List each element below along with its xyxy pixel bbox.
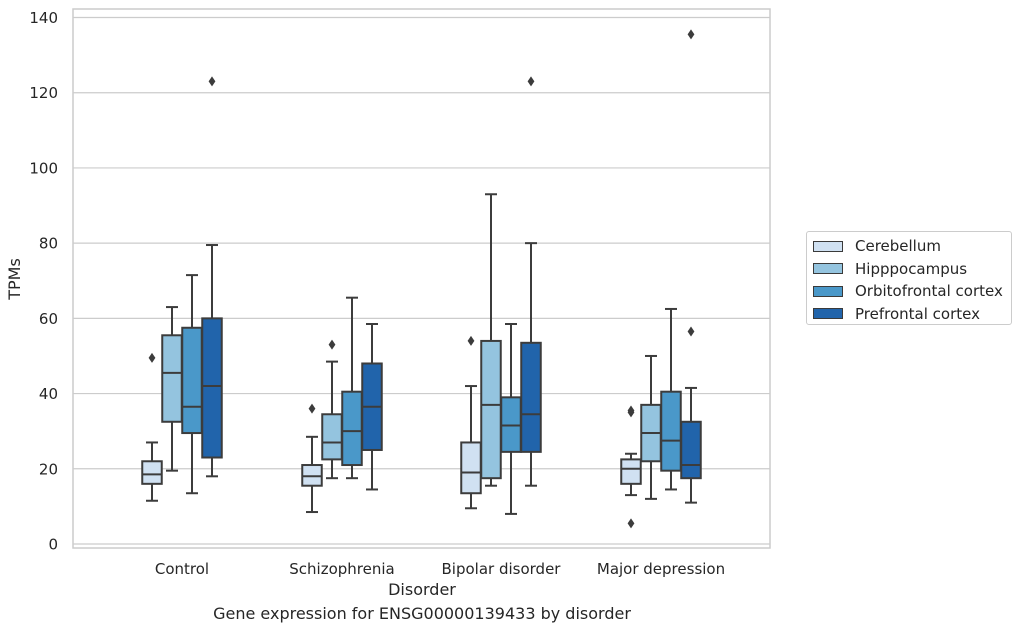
iqr-box: [620, 458, 642, 485]
legend-item-cerebellum: Cerebellum: [813, 235, 1005, 258]
box-plot-box: [161, 306, 183, 472]
legend: Cerebellum Hipppocampus Orbitofrontal co…: [806, 231, 1012, 325]
outlier-marker: [687, 326, 695, 337]
legend-swatch: [813, 240, 843, 252]
outlier-marker: [328, 339, 336, 350]
box-plot-box: [181, 274, 203, 495]
y-tick-label: 100: [29, 159, 58, 177]
y-tick-label: 60: [39, 310, 58, 328]
legend-item-hippocampus: Hipppocampus: [813, 258, 1005, 281]
box-plot-box: [141, 352, 163, 502]
box-plot-box: [301, 403, 323, 514]
box-plot-box: [201, 76, 223, 478]
legend-swatch: [813, 285, 843, 297]
chart-caption: Gene expression for ENSG00000139433 by d…: [213, 604, 631, 623]
box-plot-box: [660, 307, 682, 491]
x-tick-label: Schizophrenia: [289, 560, 394, 578]
y-tick-label: 120: [29, 84, 58, 102]
box-plot-series: [141, 29, 702, 529]
legend-label: Prefrontal cortex: [855, 304, 980, 323]
outlier-marker: [687, 29, 695, 40]
box-plot-box: [680, 29, 702, 504]
box-plot-box: [361, 322, 383, 491]
y-axis-label: TPMs: [5, 258, 24, 301]
iqr-box: [680, 420, 702, 480]
iqr-box: [141, 460, 163, 485]
y-tick-label: 80: [39, 235, 58, 253]
iqr-box: [520, 341, 542, 453]
legend-item-orbitofrontal-cortex: Orbitofrontal cortex: [813, 280, 1005, 303]
legend-swatch: [813, 308, 843, 320]
x-tick-label: Major depression: [597, 560, 725, 578]
outlier-marker: [527, 76, 535, 87]
iqr-box: [161, 334, 183, 423]
iqr-box: [321, 413, 343, 461]
legend-swatch: [813, 263, 843, 275]
outlier-marker: [208, 76, 216, 87]
x-tick-label: Control: [155, 560, 209, 578]
legend-label: Hipppocampus: [855, 259, 968, 278]
box-plot-box: [321, 339, 343, 480]
x-axis-label: Disorder: [388, 580, 456, 599]
outlier-marker: [627, 518, 635, 529]
legend-label: Orbitofrontal cortex: [855, 282, 1003, 301]
iqr-box: [201, 317, 223, 459]
outlier-marker: [627, 405, 635, 416]
iqr-box: [480, 339, 502, 480]
box-plot-box: [500, 322, 522, 515]
box-plot-box: [460, 335, 482, 510]
legend-label: Cerebellum: [855, 237, 941, 256]
x-tick-label: Bipolar disorder: [442, 560, 562, 578]
box-plot-box: [620, 405, 642, 529]
box-plot-box: [480, 193, 502, 487]
legend-item-prefrontal-cortex: Prefrontal cortex: [813, 303, 1005, 326]
outlier-marker: [467, 335, 475, 346]
box-plot-box: [520, 76, 542, 487]
outlier-marker: [308, 403, 316, 414]
iqr-box: [660, 390, 682, 472]
iqr-box: [341, 390, 363, 467]
y-tick-label: 40: [39, 385, 58, 403]
box-plot-box: [640, 354, 662, 500]
outlier-marker: [148, 352, 156, 363]
y-tick-labels: 0 20 40 60 80 100 120 140: [29, 9, 58, 553]
box-plot-box: [341, 296, 363, 480]
y-tick-label: 0: [48, 536, 58, 554]
iqr-box: [181, 326, 203, 435]
y-tick-label: 140: [29, 9, 58, 27]
x-tick-labels: Control Schizophrenia Bipolar disorder Majo…: [155, 560, 725, 578]
y-tick-label: 20: [39, 460, 58, 478]
iqr-box: [460, 441, 482, 495]
plot-frame: [72, 8, 771, 549]
